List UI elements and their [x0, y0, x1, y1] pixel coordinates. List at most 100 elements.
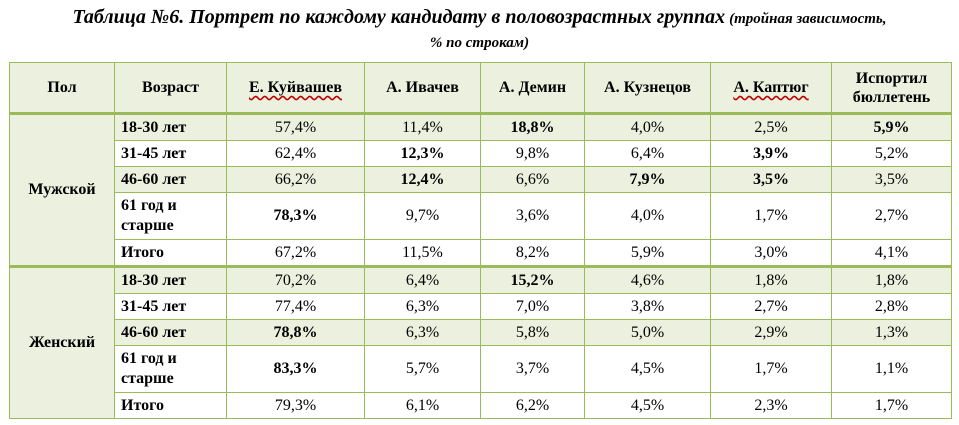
value-cell: 2,8%	[831, 293, 952, 320]
value-cell: 1,3%	[831, 319, 952, 346]
table-row: 61 год и старше 83,3% 5,7% 3,7% 4,5% 1,7% 1,1%	[10, 345, 952, 393]
value-cell: 6,4%	[584, 140, 711, 167]
value-cell: 78,3%	[226, 192, 365, 240]
value-cell: 1,1%	[831, 345, 952, 393]
table-row: 31-45 лет 62,4% 12,3% 9,8% 6,4% 3,9% 5,2%	[10, 140, 952, 167]
value-cell: 7,9%	[584, 166, 711, 193]
header-spoiled-ballot: Испортил бюллетень	[831, 62, 952, 114]
value-cell: 8,2%	[480, 239, 585, 267]
table-row: 46-60 лет 66,2% 12,4% 6,6% 7,9% 3,5% 3,5%	[10, 166, 952, 193]
value-cell: 4,1%	[831, 239, 952, 267]
value-cell: 3,6%	[480, 192, 585, 240]
value-cell: 2,7%	[710, 293, 832, 320]
value-cell: 66,2%	[226, 166, 365, 193]
value-cell: 4,5%	[584, 392, 711, 419]
header-kaptyug-label: А. Каптюг	[733, 79, 809, 96]
value-cell: 7,0%	[480, 293, 585, 320]
age-cell: 61 год и старше	[114, 192, 227, 240]
gender-cell: Мужской	[9, 112, 115, 267]
header-kuyvashev: Е. Куйвашев	[226, 62, 365, 114]
table-row: Женский 18-30 лет 70,2% 6,4% 15,2% 4,6% 1,8% 1,…	[9, 265, 952, 419]
value-cell: 1,8%	[831, 265, 952, 294]
header-demin: А. Демин	[480, 62, 585, 114]
value-cell: 5,9%	[584, 239, 711, 267]
title-note-part2: % по строкам)	[429, 35, 530, 51]
value-cell: 6,6%	[480, 166, 585, 193]
table-row: Итого 79,3% 6,1% 6,2% 4,5% 2,3% 1,7%	[10, 392, 952, 419]
value-cell: 3,5%	[831, 166, 952, 193]
gender-cell: Женский	[9, 265, 115, 419]
value-cell: 9,8%	[480, 140, 585, 167]
age-cell: 18-30 лет	[114, 265, 227, 294]
value-cell: 1,8%	[710, 265, 832, 294]
value-cell: 5,8%	[480, 319, 585, 346]
table-row: Мужской 18-30 лет 57,4% 11,4% 18,8% 4,0% 2,5% 5…	[9, 112, 952, 267]
value-cell: 12,4%	[364, 166, 481, 193]
value-cell: 70,2%	[226, 265, 365, 294]
value-cell: 15,2%	[480, 265, 585, 294]
value-cell: 4,6%	[584, 265, 711, 294]
value-cell: 1,7%	[710, 192, 832, 240]
title-main: Таблица №6. Портрет по каждому кандидату…	[72, 6, 726, 28]
age-cell: 31-45 лет	[114, 293, 227, 320]
value-cell: 78,8%	[226, 319, 365, 346]
value-cell: 83,3%	[226, 345, 365, 393]
value-cell: 4,0%	[584, 112, 711, 141]
value-cell: 67,2%	[226, 239, 365, 267]
value-cell: 6,2%	[480, 392, 585, 419]
header-kaptyug: А. Каптюг	[710, 62, 832, 114]
header-age: Возраст	[114, 62, 227, 114]
value-cell: 11,4%	[364, 112, 481, 141]
title-note-part1: (тройная зависимость,	[729, 11, 887, 27]
value-cell: 3,5%	[710, 166, 832, 193]
value-cell: 1,7%	[831, 392, 952, 419]
value-cell: 77,4%	[226, 293, 365, 320]
value-cell: 4,0%	[584, 192, 711, 240]
header-kuyvashev-label: Е. Куйвашев	[249, 79, 342, 96]
value-cell: 62,4%	[226, 140, 365, 167]
header-gender: Пол	[9, 62, 115, 114]
group-female: Женский 18-30 лет 70,2% 6,4% 15,2% 4,6% 1,8% 1,…	[9, 265, 952, 419]
table-row: 46-60 лет 78,8% 6,3% 5,8% 5,0% 2,9% 1,3%	[10, 319, 952, 346]
value-cell: 4,5%	[584, 345, 711, 393]
value-cell: 11,5%	[364, 239, 481, 267]
table-row: 61 год и старше 78,3% 9,7% 3,6% 4,0% 1,7% 2,7%	[10, 192, 952, 240]
value-cell: 6,3%	[364, 319, 481, 346]
title-line-1: Таблица №6. Портрет по каждому кандидату…	[0, 4, 959, 32]
value-cell: 2,9%	[710, 319, 832, 346]
age-cell: 31-45 лет	[114, 140, 227, 167]
value-cell: 9,7%	[364, 192, 481, 240]
value-cell: 12,3%	[364, 140, 481, 167]
value-cell: 5,9%	[831, 112, 952, 141]
table-row: Итого 67,2% 11,5% 8,2% 5,9% 3,0% 4,1%	[10, 239, 952, 267]
value-cell: 2,7%	[831, 192, 952, 240]
value-cell: 3,7%	[480, 345, 585, 393]
value-cell: 3,9%	[710, 140, 832, 167]
age-cell: 61 год и старше	[114, 345, 227, 393]
header-row: Пол Возраст Е. Куйвашев А. Ивачев А. Дем…	[9, 62, 952, 114]
age-cell: Итого	[114, 392, 227, 419]
value-cell: 5,7%	[364, 345, 481, 393]
value-cell: 6,1%	[364, 392, 481, 419]
table-row: 31-45 лет 77,4% 6,3% 7,0% 3,8% 2,7% 2,8%	[10, 293, 952, 320]
value-cell: 79,3%	[226, 392, 365, 419]
results-table: Пол Возраст Е. Куйвашев А. Ивачев А. Дем…	[9, 62, 952, 419]
group-male: Мужской 18-30 лет 57,4% 11,4% 18,8% 4,0% 2,5% 5…	[9, 112, 952, 267]
age-cell: 46-60 лет	[114, 319, 227, 346]
value-cell: 3,0%	[710, 239, 832, 267]
age-cell: Итого	[114, 239, 227, 267]
header-ivachev: А. Ивачев	[364, 62, 481, 114]
value-cell: 18,8%	[480, 112, 585, 141]
header-kuznetsov: А. Кузнецов	[584, 62, 711, 114]
value-cell: 5,0%	[584, 319, 711, 346]
value-cell: 57,4%	[226, 112, 365, 141]
value-cell: 6,3%	[364, 293, 481, 320]
value-cell: 5,2%	[831, 140, 952, 167]
value-cell: 2,5%	[710, 112, 832, 141]
value-cell: 3,8%	[584, 293, 711, 320]
value-cell: 2,3%	[710, 392, 832, 419]
value-cell: 1,7%	[710, 345, 832, 393]
age-cell: 46-60 лет	[114, 166, 227, 193]
value-cell: 6,4%	[364, 265, 481, 294]
age-cell: 18-30 лет	[114, 112, 227, 141]
